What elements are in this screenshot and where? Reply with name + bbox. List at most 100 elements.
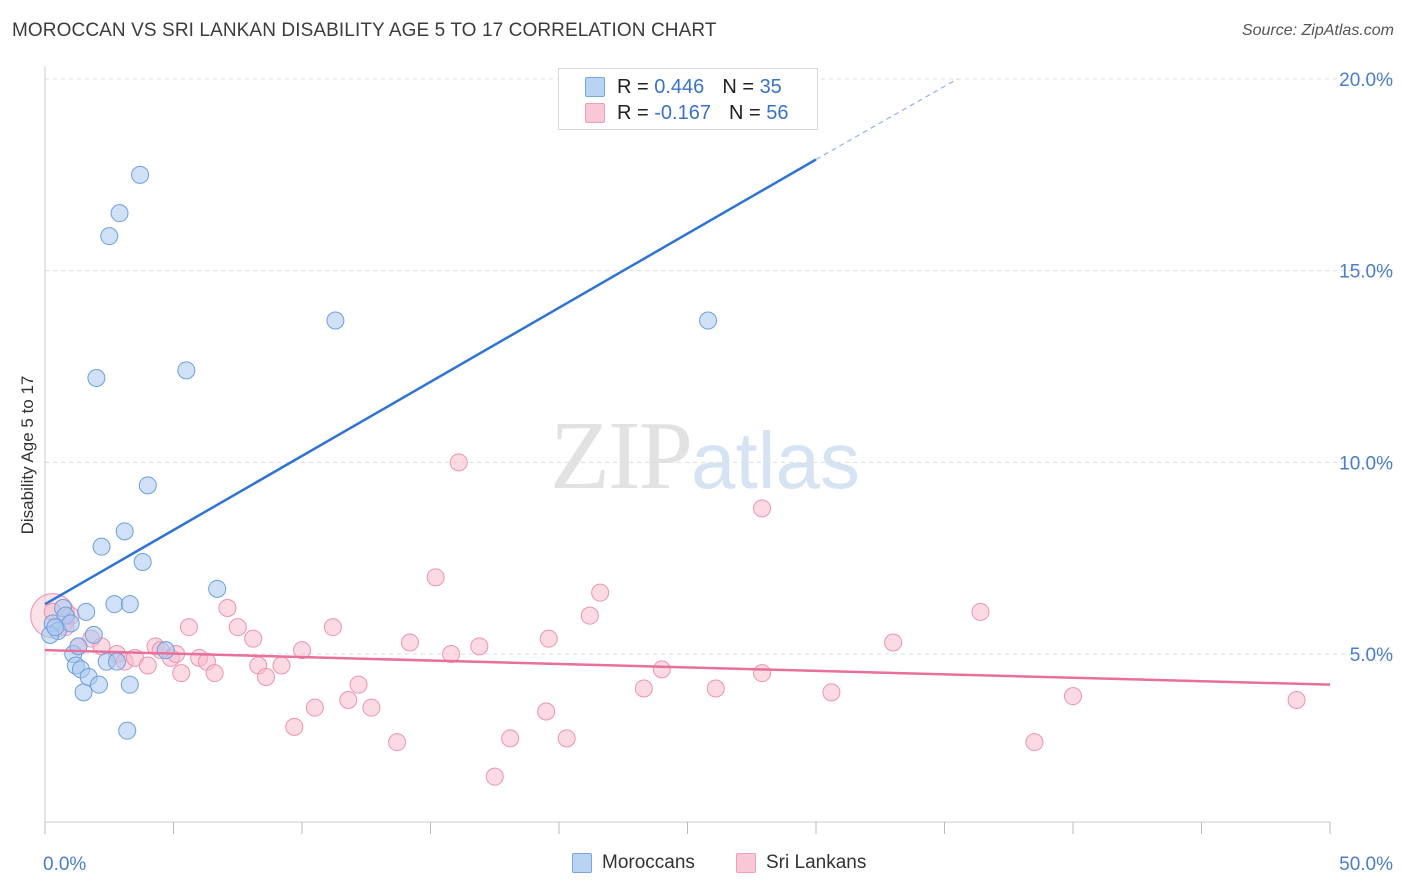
moroccan-r-label: R = (617, 75, 649, 98)
srilankan-point (426, 568, 445, 587)
tick-labels: 5.0% 10.0% 15.0% 20.0% 0.0% 50.0% (43, 70, 1393, 875)
srilankan-point (706, 679, 725, 698)
srilankan-point (1287, 691, 1306, 709)
srilankan-point (442, 645, 461, 663)
moroccan-point (120, 675, 139, 694)
srilankan-point (388, 733, 407, 752)
chart-title: MOROCCAN VS SRI LANKAN DISABILITY AGE 5 … (12, 20, 717, 41)
moroccan-point (208, 579, 227, 598)
srilankan-point (634, 679, 653, 698)
bottom-moroccan-label: Moroccans (602, 852, 695, 873)
moroccan-swatch (585, 77, 605, 97)
srilankan-point (539, 629, 558, 648)
srilankan-point (485, 767, 504, 786)
srilankan-point (362, 698, 381, 717)
srilankan-point (285, 717, 304, 736)
trend-lines (44, 78, 1331, 686)
moroccan-point (118, 721, 137, 740)
srilankan-point (501, 729, 520, 748)
srilankan-point (228, 618, 247, 637)
srilankan-point (205, 664, 224, 683)
moroccan-point (46, 618, 65, 637)
legend-row-moroccans: R = 0.446 N = 35 (585, 75, 782, 99)
moroccan-point (77, 602, 96, 621)
bottom-legend-srilankans: Sri Lankans (736, 852, 866, 874)
grid-lines (45, 78, 1395, 655)
srilankan-point (349, 675, 368, 694)
srilankan-r-value: -0.167 (654, 101, 711, 124)
y-tick-label: 10.0% (1339, 453, 1393, 474)
y-tick-label: 20.0% (1339, 70, 1393, 91)
srilankan-point (305, 698, 324, 717)
moroccan-point (74, 683, 93, 702)
moroccan-point (138, 476, 157, 495)
moroccan-point (84, 625, 103, 644)
srilankan-point (753, 499, 772, 518)
watermark: ZIPatlas (550, 400, 860, 512)
srilankan-point (293, 641, 311, 660)
srilankan-swatch (585, 103, 605, 123)
moroccan-point (100, 227, 119, 246)
x-tick-label-min: 0.0% (43, 854, 86, 875)
moroccan-point (92, 537, 111, 556)
moroccan-point (105, 595, 124, 614)
y-tick-label: 5.0% (1350, 645, 1393, 666)
watermark-zip: ZIP (550, 402, 693, 510)
axes (44, 66, 1331, 834)
moroccan-point (115, 522, 134, 541)
srilankan-point (257, 668, 276, 686)
moroccan-point (326, 311, 345, 330)
srilankan-point (557, 729, 576, 748)
moroccan-point (133, 553, 152, 571)
x-tick-label-max: 50.0% (1339, 854, 1393, 875)
srilankan-point (172, 664, 191, 683)
moroccan-point (87, 369, 106, 387)
srilankan-point (339, 691, 358, 709)
srilankan-n-label: N = (728, 101, 761, 124)
moroccan-point (107, 652, 126, 671)
srilankan-point (652, 660, 671, 679)
srilankan-point (470, 637, 489, 656)
moroccan-n-label: N = (722, 75, 754, 98)
srilankan-n-value: 56 (766, 101, 789, 124)
srilankan-point (244, 629, 263, 648)
srilankan-point (580, 606, 599, 625)
sri-lankan-points (30, 453, 1306, 786)
srilankan-trend-line (44, 648, 1331, 686)
srilankan-point (218, 599, 237, 617)
moroccan-point (131, 165, 150, 184)
moroccan-n-value: 35 (759, 75, 782, 98)
srilankan-point (591, 583, 610, 602)
moroccan-point (61, 614, 80, 633)
moroccan-points (41, 165, 718, 740)
legend-row-srilankans: R = -0.167 N = 56 (585, 101, 788, 125)
bottom-srilankan-label: Sri Lankans (766, 852, 867, 873)
srilankan-point (179, 618, 198, 637)
watermark-atlas: atlas (691, 416, 860, 505)
y-tick-label: 15.0% (1339, 262, 1393, 283)
srilankan-point (138, 656, 157, 675)
moroccan-trend-extension (815, 78, 958, 161)
moroccan-r-value: 0.446 (654, 75, 705, 98)
srilankan-point (1025, 733, 1044, 752)
correlation-legend: R = 0.446 N = 35 R = -0.167 N = 56 (558, 68, 818, 130)
srilankan-point (971, 602, 990, 621)
moroccan-point (177, 361, 196, 380)
srilankan-point (537, 702, 556, 721)
srilankan-point (272, 656, 291, 675)
moroccan-point (89, 675, 108, 694)
srilankan-point (1064, 687, 1082, 706)
srilankan-point (753, 664, 772, 683)
srilankan-point (822, 683, 841, 702)
bottom-legend-moroccans: Moroccans (572, 852, 695, 874)
moroccan-point (156, 641, 175, 660)
moroccan-point (699, 311, 718, 330)
srilankan-point (323, 618, 342, 637)
srilankan-r-label: R = (617, 101, 649, 124)
source-credit: Source: ZipAtlas.com (1241, 22, 1394, 39)
srilankan-point (449, 453, 468, 472)
moroccan-trend-line (44, 158, 817, 606)
bottom-moroccan-swatch (572, 853, 592, 873)
moroccan-point (120, 595, 139, 614)
